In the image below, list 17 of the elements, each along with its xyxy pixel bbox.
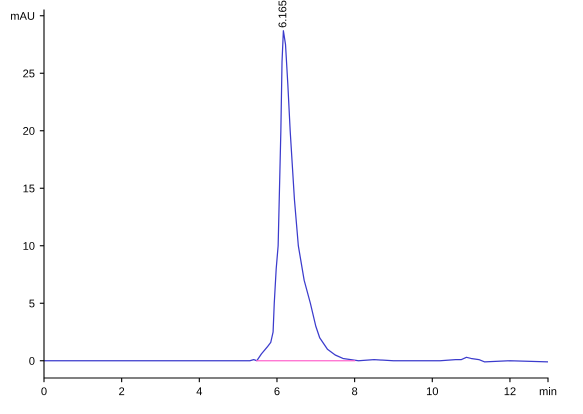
- x-tick-label: 0: [41, 387, 47, 396]
- x-tick-label: 6: [274, 387, 280, 396]
- y-tick-label: 15: [23, 184, 35, 192]
- y-tick-label: 5: [29, 300, 35, 308]
- y-tick-label: 10: [23, 242, 35, 250]
- x-tick-label: 10: [426, 387, 438, 396]
- y-tick-label: 25: [23, 70, 35, 78]
- line-series: [44, 30, 548, 363]
- y-tick-label: 0: [29, 357, 35, 365]
- x-tick-label: 8: [352, 387, 358, 396]
- annotation: 6.165: [278, 0, 286, 28]
- x-tick-label: 2: [119, 387, 124, 396]
- y-tick-label: mAU: [11, 12, 34, 20]
- x-tick-label: 12: [504, 387, 516, 396]
- x-tick-label: min: [540, 387, 556, 396]
- y-tick-label: 20: [23, 127, 35, 135]
- x-tick-label: 4: [196, 387, 202, 396]
